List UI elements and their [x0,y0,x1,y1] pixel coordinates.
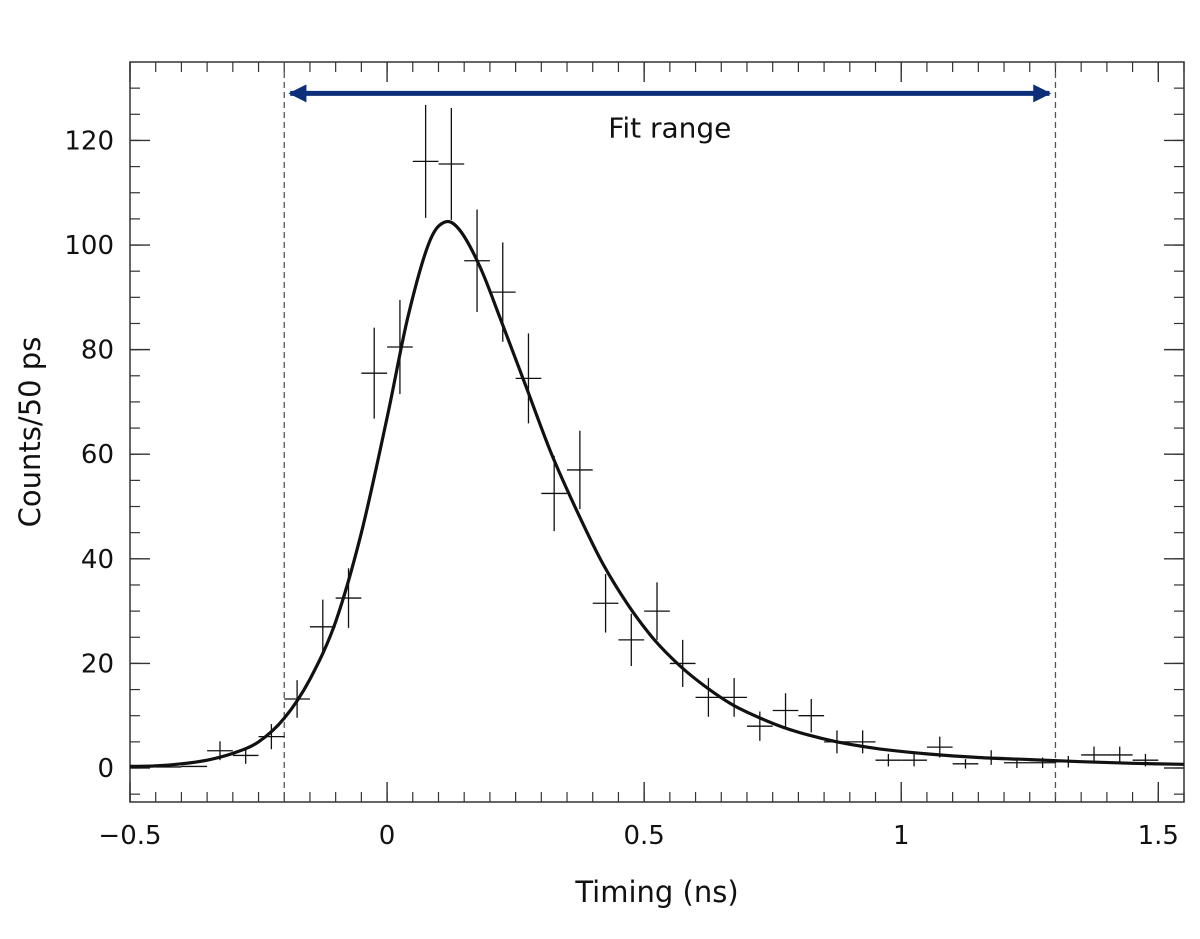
data-point [309,599,336,654]
y-tick-label: 40 [81,545,114,575]
y-tick-label: 60 [81,440,114,470]
data-point [695,678,722,717]
data-point [644,582,670,640]
data-point [258,724,285,750]
data-point [901,753,927,767]
data-point [772,693,799,728]
data-point [438,108,465,220]
data-point [669,639,696,687]
data-point [1106,746,1133,764]
x-tick-label: 1.5 [1138,821,1179,851]
minor-ticks [129,62,1185,802]
data-point [746,711,773,741]
data-point [952,759,979,769]
fit-curve [129,219,1185,768]
x-tick-label: 0.5 [623,821,664,851]
y-tick-labels: 0 20 40 60 80 100 120 [64,126,114,784]
y-tick-label: 120 [64,126,114,156]
y-tick-label: 0 [97,754,114,784]
y-tick-label: 100 [64,231,114,261]
data-point [875,753,902,767]
data-point [592,573,619,633]
data-point [541,455,568,532]
data-point [721,678,747,717]
x-tick-label: 1 [893,821,910,851]
x-tick-label: 0 [379,821,396,851]
data-point [412,104,439,218]
plot-frame [129,61,1185,803]
data-point [361,327,388,419]
y-tick-label: 80 [81,336,114,366]
data-point [618,613,645,667]
fit-range-lines [283,62,1057,802]
x-axis-title: Timing (ns) [574,875,738,909]
data-point [567,430,593,510]
y-axis-title: Counts/50 ps [13,337,47,528]
data-point [515,333,542,424]
y-tick-label: 20 [81,649,114,679]
x-tick-label: −0.5 [98,821,161,851]
data-point [849,730,876,754]
data-point [798,698,825,733]
major-ticks [129,62,1184,802]
x-tick-labels: −0.5 0 0.5 1 1.5 [98,821,1179,851]
fit-range-label: Fit range [608,111,731,144]
